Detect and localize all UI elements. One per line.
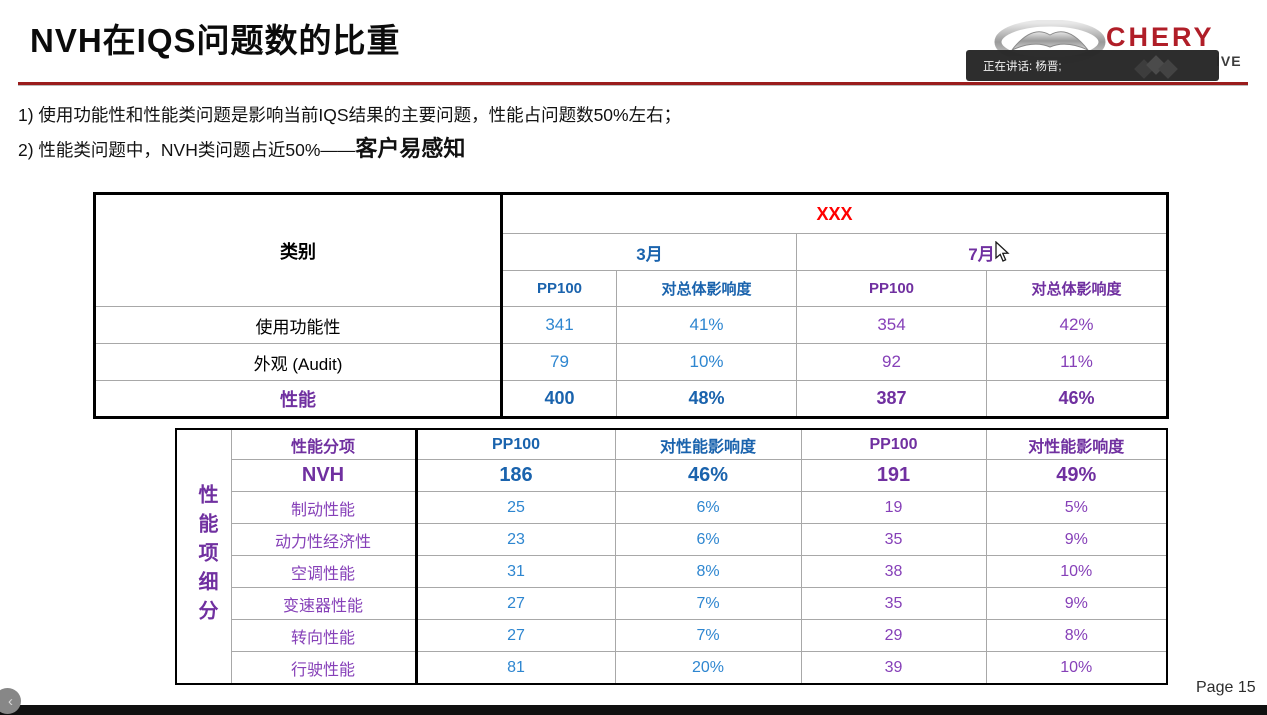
table1-corner-label: 类别 bbox=[94, 193, 503, 307]
table2-cell: 29 bbox=[800, 619, 987, 652]
table2-cell: 8% bbox=[614, 555, 802, 588]
table1-cell: 11% bbox=[985, 343, 1169, 381]
table1-row-label: 使用功能性 bbox=[94, 306, 503, 344]
table1-subheader: 对总体影响度 bbox=[616, 270, 797, 307]
bullet-line-2-emphasis: 客户易感知 bbox=[355, 136, 466, 161]
table2-cell: 27 bbox=[415, 587, 616, 620]
table1-group-march: 3月 bbox=[501, 233, 797, 271]
table1-row-label: 外观 (Audit) bbox=[94, 343, 503, 381]
table-row: 转向性能 27 7% 29 8% bbox=[176, 619, 1168, 652]
table1-cell: 41% bbox=[616, 306, 797, 344]
table2-cell: 6% bbox=[614, 491, 802, 524]
table2-cell: 7% bbox=[614, 619, 802, 652]
table1-subheader: 对总体影响度 bbox=[985, 270, 1169, 307]
table2-header: 对性能影响度 bbox=[614, 428, 802, 460]
table2-cell: 23 bbox=[415, 523, 616, 556]
table1-banner: XXX bbox=[500, 193, 1169, 234]
previous-slide-button[interactable]: ‹ bbox=[0, 688, 21, 714]
table1-cell: 354 bbox=[796, 306, 987, 344]
bullet-line-1: 1) 使用功能性和性能类问题是影响当前IQS结果的主要问题，性能占问题数50%左… bbox=[18, 105, 682, 125]
summary-bullets: 1) 使用功能性和性能类问题是影响当前IQS结果的主要问题，性能占问题数50%左… bbox=[18, 99, 681, 167]
table2-row-label: 变速器性能 bbox=[230, 587, 418, 620]
table2-cell: 81 bbox=[415, 651, 616, 685]
table1-cell: 341 bbox=[501, 306, 617, 344]
speaking-indicator-text: 正在讲话: 杨晋; bbox=[983, 60, 1062, 73]
performance-breakdown-table: 性能项细分 性能分项 PP100 对性能影响度 PP100 对性能影响度 NVH… bbox=[175, 428, 1168, 685]
table2-cell: 27 bbox=[415, 619, 616, 652]
table1-subheader: PP100 bbox=[796, 270, 987, 307]
table1-cell: 92 bbox=[796, 343, 987, 381]
table2-cell: 10% bbox=[985, 555, 1168, 588]
table2-row-label: NVH bbox=[230, 459, 418, 492]
title-underline bbox=[18, 82, 1248, 85]
chery-logo-text: CHERY bbox=[1106, 22, 1215, 52]
table-row-nvh: NVH 186 46% 191 49% bbox=[176, 459, 1168, 492]
table1-cell: 387 bbox=[796, 380, 987, 418]
table-row: 空调性能 31 8% 38 10% bbox=[176, 555, 1168, 588]
iqs-overview-table: 类别 XXX 3月 7月 PP100 对总体影响度 PP100 对总体影响度 使… bbox=[93, 192, 1170, 419]
page-title: NVH在IQS问题数的比重 bbox=[30, 22, 401, 59]
table-row: 性能项细分 性能分项 PP100 对性能影响度 PP100 对性能影响度 bbox=[175, 428, 1168, 685]
table2-cell: 31 bbox=[415, 555, 616, 588]
table2-cell: 10% bbox=[985, 651, 1168, 685]
table1-cell: 10% bbox=[616, 343, 797, 381]
chevron-left-icon: ‹ bbox=[8, 692, 13, 710]
table2-cell: 49% bbox=[985, 459, 1168, 492]
page-number: Page 15 bbox=[1196, 679, 1256, 696]
table2-header: 性能分项 bbox=[230, 428, 418, 460]
table-row: 行驶性能 81 20% 39 10% bbox=[176, 651, 1168, 685]
table1-cell: 46% bbox=[985, 380, 1169, 418]
table-row-total: 性能 400 48% 387 46% bbox=[94, 380, 1169, 418]
table1-row-label: 性能 bbox=[94, 380, 503, 418]
table2-cell: 46% bbox=[614, 459, 802, 492]
table-row: 动力性经济性 23 6% 35 9% bbox=[176, 523, 1168, 556]
bullet-line-2: 2) 性能类问题中，NVH类问题占近50%——客户易感知 bbox=[18, 132, 681, 167]
table2-cell: 6% bbox=[614, 523, 802, 556]
table2-cell: 186 bbox=[415, 459, 616, 492]
bottom-app-bar bbox=[0, 705, 1267, 715]
table2-cell: 9% bbox=[985, 523, 1168, 556]
table2-cell: 20% bbox=[614, 651, 802, 685]
table2-cell: 7% bbox=[614, 587, 802, 620]
meeting-app-watermark-icon bbox=[1134, 55, 1185, 79]
table2-side-label-cell: 性能项细分 bbox=[175, 428, 232, 685]
table-row: 制动性能 25 6% 19 5% bbox=[176, 491, 1168, 524]
table1-cell: 400 bbox=[501, 380, 617, 418]
table2-cell: 19 bbox=[800, 491, 987, 524]
table2-header: PP100 bbox=[800, 428, 987, 460]
table1-cell: 48% bbox=[616, 380, 797, 418]
mouse-cursor-icon bbox=[995, 241, 1010, 262]
table-row: 变速器性能 27 7% 35 9% bbox=[176, 587, 1168, 620]
table2-cell: 8% bbox=[985, 619, 1168, 652]
table-row: 使用功能性 341 41% 354 42% bbox=[94, 306, 1169, 344]
table1-group-july: 7月 bbox=[795, 233, 1169, 271]
table2-row-label: 空调性能 bbox=[230, 555, 418, 588]
table2-row-label: 制动性能 bbox=[230, 491, 418, 524]
table2-cell: 39 bbox=[800, 651, 987, 685]
table2-header: 对性能影响度 bbox=[985, 428, 1168, 460]
table2-side-label: 性能项细分 bbox=[195, 484, 217, 629]
table1-cell: 79 bbox=[501, 343, 617, 381]
table2-cell: 35 bbox=[800, 587, 987, 620]
table2-cell: 9% bbox=[985, 587, 1168, 620]
bullet-line-2-text: 2) 性能类问题中，NVH类问题占近50%—— bbox=[18, 140, 356, 160]
table2-cell: 38 bbox=[800, 555, 987, 588]
table2-cell: 191 bbox=[800, 459, 987, 492]
chery-logo-subtext: IVE bbox=[1216, 53, 1242, 69]
table2-header: PP100 bbox=[415, 428, 616, 460]
table2-row-label: 动力性经济性 bbox=[230, 523, 418, 556]
table2-row-label: 行驶性能 bbox=[230, 651, 418, 685]
table2-row-label: 转向性能 bbox=[230, 619, 418, 652]
table2-cell: 5% bbox=[985, 491, 1168, 524]
table2-cell: 25 bbox=[415, 491, 616, 524]
table1-subheader: PP100 bbox=[501, 270, 617, 307]
table2-cell: 35 bbox=[800, 523, 987, 556]
table1-cell: 42% bbox=[985, 306, 1169, 344]
table-row: 外观 (Audit) 79 10% 92 11% bbox=[94, 343, 1169, 381]
speaking-indicator-overlay: 正在讲话: 杨晋; bbox=[966, 50, 1219, 81]
